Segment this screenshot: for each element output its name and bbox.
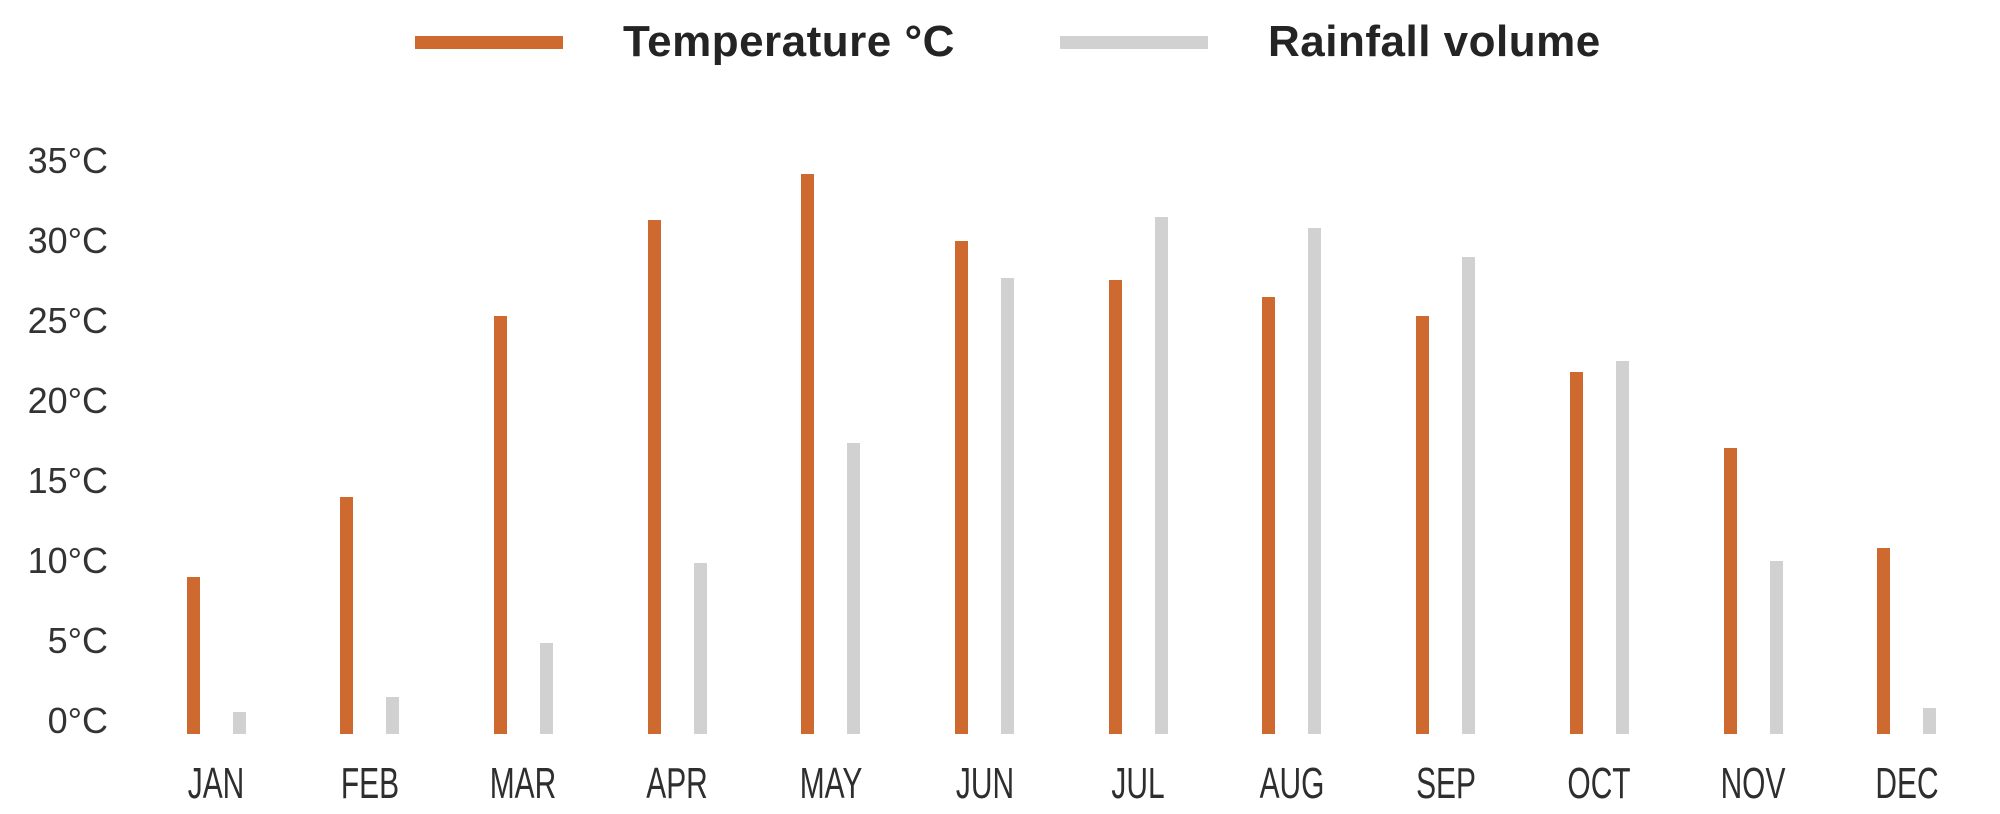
- temperature-bar-jul: [1108, 279, 1122, 734]
- x-axis-label-mar: MAR: [490, 759, 557, 808]
- temperature-bar-mar: [493, 316, 507, 734]
- x-axis-label-feb: FEB: [340, 759, 399, 808]
- temperature-bar-oct: [1569, 372, 1583, 734]
- rainfall-bar-sep: [1462, 257, 1476, 734]
- x-axis-label-jun: JUN: [955, 759, 1014, 808]
- y-axis-tick-label: 30°C: [27, 220, 108, 261]
- rainfall-bar-jan: [232, 711, 246, 734]
- y-axis-tick-label: 0°C: [47, 700, 108, 741]
- temperature-bar-nov: [1723, 447, 1737, 734]
- temperature-bar-apr: [647, 220, 661, 734]
- x-axis-label-dec: DEC: [1875, 759, 1939, 808]
- x-axis-label-jul: JUL: [1111, 759, 1165, 808]
- temperature-bar-jun: [955, 241, 968, 734]
- rainfall-bar-jul: [1154, 217, 1168, 734]
- rainfall-bar-apr: [693, 562, 707, 734]
- rainfall-series-swatch: [1060, 35, 1208, 49]
- y-axis-tick-label: 35°C: [27, 140, 108, 181]
- x-axis-label-may: MAY: [799, 759, 863, 808]
- rainfall-bar-aug: [1308, 228, 1322, 734]
- y-axis-tick-label: 20°C: [27, 380, 108, 421]
- y-axis-tick-label: 25°C: [27, 300, 108, 341]
- temperature-series-swatch: [415, 35, 563, 49]
- rainfall-bar-may: [847, 442, 861, 734]
- temperature-bar-aug: [1262, 297, 1276, 734]
- y-axis-tick-label: 10°C: [27, 540, 108, 581]
- rainfall-bar-jun: [1001, 278, 1014, 734]
- temperature-bar-sep: [1416, 316, 1430, 734]
- temperature-series-label: Temperature °C: [623, 17, 955, 66]
- x-axis-label-sep: SEP: [1415, 759, 1476, 808]
- rainfall-bar-feb: [386, 697, 400, 734]
- rainfall-bar-mar: [539, 642, 553, 734]
- temperature-bar-may: [801, 174, 815, 734]
- rainfall-bar-dec: [1923, 708, 1937, 734]
- temperature-bar-jan: [186, 577, 200, 734]
- temperature-bar-feb: [340, 497, 354, 734]
- y-axis-tick-label: 15°C: [27, 460, 108, 501]
- x-axis-label-aug: AUG: [1259, 759, 1325, 808]
- y-axis-tick-label: 5°C: [47, 620, 108, 661]
- temperature-bar-dec: [1877, 548, 1891, 734]
- legend-item-temperature: Temperature °C: [415, 18, 955, 66]
- rainfall-bar-nov: [1769, 561, 1783, 734]
- rainfall-bar-oct: [1615, 361, 1629, 734]
- x-axis-label-oct: OCT: [1567, 759, 1631, 808]
- x-axis-label-jan: JAN: [187, 759, 245, 808]
- legend-item-rainfall: Rainfall volume: [1060, 18, 1601, 66]
- x-axis-label-apr: APR: [646, 759, 708, 808]
- x-axis-label-nov: NOV: [1720, 759, 1786, 808]
- rainfall-series-label: Rainfall volume: [1268, 17, 1601, 66]
